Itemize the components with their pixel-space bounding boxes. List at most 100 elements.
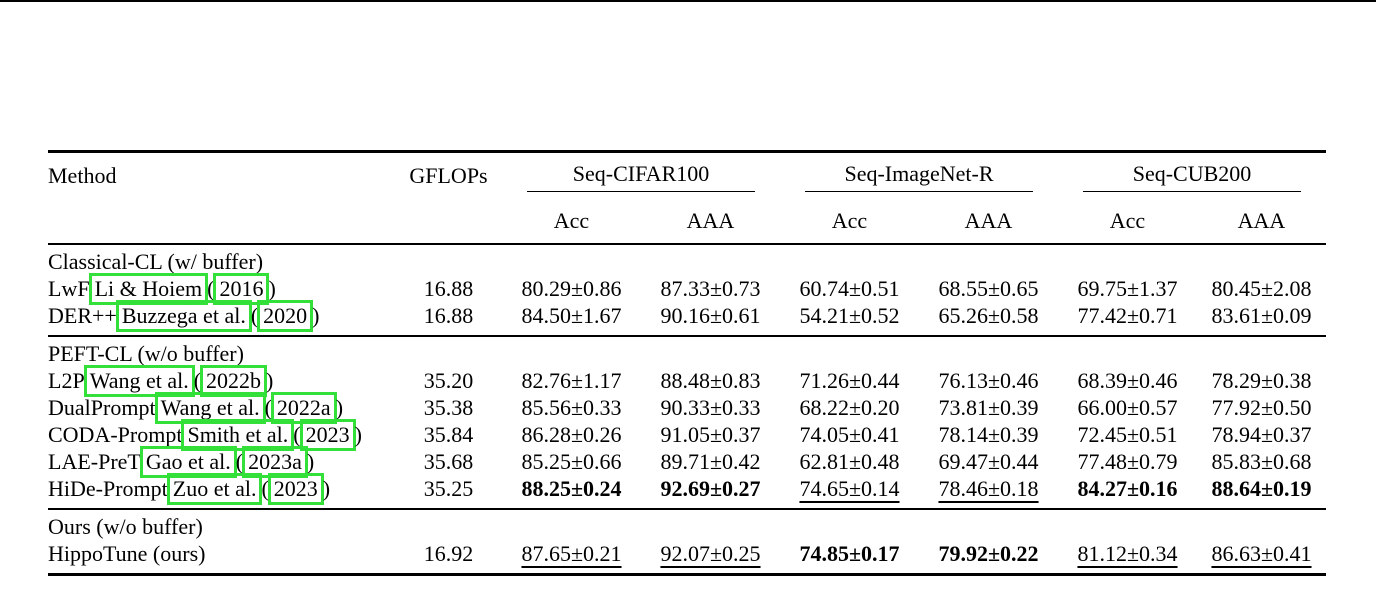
metric-value: 77.92±0.50 [1211, 394, 1312, 420]
dataset-label: Seq-CUB200 [1083, 161, 1301, 192]
metric-header-acc: Acc [831, 208, 868, 233]
citation-year-link[interactable]: 2016 [213, 272, 270, 305]
metric-value-cell: 78.29±0.38 [1197, 367, 1326, 394]
metric-value-cell: 83.61±0.09 [1197, 302, 1326, 336]
section-title: PEFT-CL (w/o buffer) [48, 341, 244, 366]
metric-value: 87.65±0.21 [521, 540, 622, 566]
metric-value: 78.14±0.39 [938, 421, 1039, 447]
citation-year-link[interactable]: 2020 [257, 299, 314, 332]
method-header: Method [48, 163, 117, 188]
metric-value-cell: 84.27±0.16 [1058, 475, 1197, 509]
metric-value-cell: 66.00±0.57 [1058, 394, 1197, 421]
method-cell: LwF Li & Hoiem(2016) [48, 272, 395, 305]
gflops-cell: 35.20 [423, 367, 474, 393]
method-name: DER++ [48, 302, 117, 328]
metric-value-cell: 69.47±0.44 [919, 448, 1058, 475]
citation-paren-open: ( [261, 475, 269, 501]
citation-author-link[interactable]: Wang et al. [83, 364, 195, 397]
citation-author-link[interactable]: Li & Hoiem [88, 272, 209, 305]
dataset-label: Seq-CIFAR100 [527, 161, 755, 192]
dataset-header-imagenet-r: Seq-ImageNet-R [780, 152, 1058, 200]
citation-author-link[interactable]: Smith et al. [181, 418, 295, 451]
metric-value-cell: 62.81±0.48 [780, 448, 919, 475]
metric-value-cell: 81.12±0.34 [1058, 540, 1197, 575]
metric-value: 68.22±0.20 [799, 394, 900, 420]
header-row-datasets: Method GFLOPs Seq-CIFAR100 Seq-ImageNet-… [48, 151, 1326, 200]
table-row: L2P Wang et al.(2022b) 35.20 82.76±1.17 88.4… [48, 364, 1326, 397]
citation-author-link[interactable]: Gao et al. [139, 445, 237, 478]
metric-value-cell: 78.46±0.18 [919, 475, 1058, 509]
metric-value: 92.07±0.25 [660, 540, 761, 566]
metric-value: 78.29±0.38 [1211, 367, 1312, 393]
metric-value-cell: 60.74±0.51 [780, 275, 919, 302]
gflops-cell: 16.92 [423, 540, 474, 566]
method-name: HiDe-Prompt [48, 475, 168, 501]
metric-value-cell: 92.69±0.27 [641, 475, 780, 509]
metric-value: 68.55±0.65 [938, 275, 1039, 301]
citation-year-link[interactable]: 2023a [242, 445, 308, 478]
citation-paren-open: ( [293, 421, 301, 447]
metric-value-cell: 80.45±2.08 [1197, 275, 1326, 302]
metric-value-cell: 71.26±0.44 [780, 367, 919, 394]
metric-value: 77.48±0.79 [1077, 448, 1178, 474]
section-header-row: PEFT-CL (w/o buffer) [48, 336, 1326, 367]
metric-value-cell: 68.55±0.65 [919, 275, 1058, 302]
method-cell: CODA-Prompt Smith et al.(2023) [48, 418, 395, 451]
metric-value: 85.83±0.68 [1211, 448, 1312, 474]
dataset-header-cifar100: Seq-CIFAR100 [502, 152, 780, 200]
metric-value-cell: 85.83±0.68 [1197, 448, 1326, 475]
method-name: L2P [48, 367, 85, 393]
header-row-metrics: Acc AAA Acc AAA Acc AAA [48, 199, 1326, 244]
metric-value-cell: 74.65±0.14 [780, 475, 919, 509]
metric-value-cell: 84.50±1.67 [502, 302, 641, 336]
table-row: DER++ Buzzega et al.(2020) 16.88 84.50±1.67… [48, 299, 1326, 336]
citation-paren-open: ( [235, 448, 244, 474]
metric-value-cell: 86.63±0.41 [1197, 540, 1326, 575]
metric-header-aaa: AAA [1237, 208, 1286, 233]
citation-year-link[interactable]: 2023 [299, 418, 356, 451]
citation-paren-close: ) [306, 448, 315, 474]
metric-value: 85.25±0.66 [521, 448, 622, 474]
metric-value: 84.27±0.16 [1077, 475, 1178, 501]
citation-year-link[interactable]: 2023 [267, 472, 324, 505]
metric-value-cell: 54.21±0.52 [780, 302, 919, 336]
gflops-header: GFLOPs [409, 163, 488, 188]
metric-value-cell: 90.16±0.61 [641, 302, 780, 336]
citation-author-link[interactable]: Buzzega et al. [115, 299, 252, 332]
metric-value-cell: 87.33±0.73 [641, 275, 780, 302]
metric-value: 91.05±0.37 [660, 421, 761, 447]
metric-value-cell: 68.22±0.20 [780, 394, 919, 421]
metric-header-aaa: AAA [964, 208, 1013, 233]
table-row: HiDe-Prompt Zuo et al.(2023) 35.25 88.25±0.… [48, 472, 1326, 509]
metric-value-cell: 86.28±0.26 [502, 421, 641, 448]
metric-value-cell: 91.05±0.37 [641, 421, 780, 448]
metric-value: 86.63±0.41 [1211, 540, 1312, 566]
citation-paren-open: ( [264, 394, 272, 420]
method-cell: HiDe-Prompt Zuo et al.(2023) [48, 472, 395, 509]
metric-value: 78.46±0.18 [938, 475, 1039, 501]
method-name: HippoTune (ours) [48, 540, 206, 566]
section-header-row: Ours (w/o buffer) [48, 509, 1326, 540]
metric-header-aaa: AAA [686, 208, 735, 233]
metric-value: 90.33±0.33 [660, 394, 761, 420]
citation-paren-close: ) [312, 302, 320, 328]
metric-value-cell: 65.26±0.58 [919, 302, 1058, 336]
section-header-row: Classical-CL (w/ buffer) [48, 244, 1326, 275]
citation-year-link[interactable]: 2022a [270, 391, 337, 424]
table-row: CODA-Prompt Smith et al.(2023) 35.84 86.28±… [48, 418, 1326, 451]
metric-value: 90.16±0.61 [660, 302, 761, 328]
metric-value-cell: 77.48±0.79 [1058, 448, 1197, 475]
method-cell: DER++ Buzzega et al.(2020) [48, 299, 395, 336]
metric-value-cell: 80.29±0.86 [502, 275, 641, 302]
metric-value-cell: 74.05±0.41 [780, 421, 919, 448]
citation-author-link[interactable]: Wang et al. [154, 391, 266, 424]
metric-value-cell: 68.39±0.46 [1058, 367, 1197, 394]
gflops-cell: 35.38 [423, 394, 474, 420]
table-row: DualPrompt Wang et al.(2022a) 35.38 85.56±0… [48, 391, 1326, 424]
method-cell: DualPrompt Wang et al.(2022a) [48, 391, 395, 424]
citation-paren-open: ( [193, 367, 202, 393]
metric-value: 76.13±0.46 [938, 367, 1039, 393]
citation-year-link[interactable]: 2022b [200, 364, 268, 397]
citation-author-link[interactable]: Zuo et al. [166, 472, 263, 505]
metric-value-cell: 87.65±0.21 [502, 540, 641, 575]
